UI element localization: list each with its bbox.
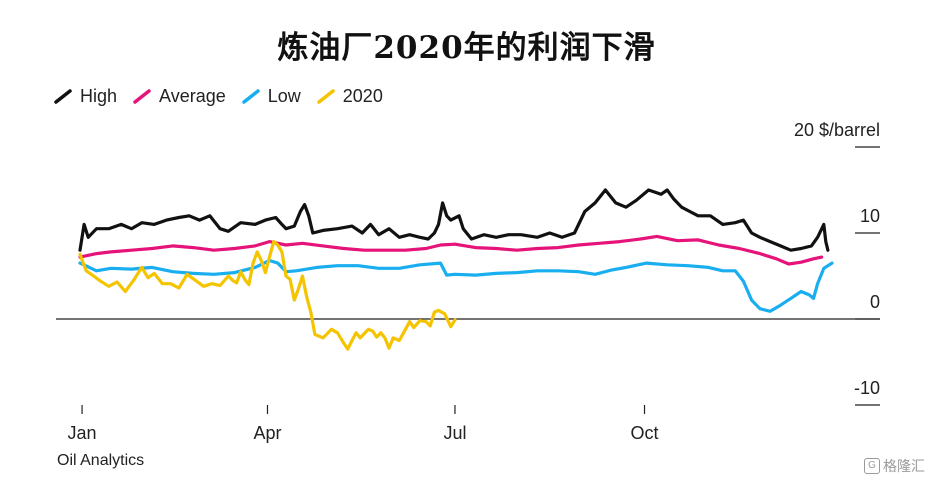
series-line-high [78, 188, 830, 252]
legend-item-2020: 2020 [317, 86, 383, 107]
legend: High Average Low 2020 [54, 84, 399, 108]
y-tick-label: 20 $/barrel [794, 120, 880, 140]
legend-item-average: Average [133, 86, 226, 107]
legend-item-high: High [54, 86, 117, 107]
legend-label-high: High [80, 85, 118, 106]
x-tick-label: Jan [68, 423, 97, 443]
legend-swatch-2020 [317, 89, 335, 104]
legend-label-2020: 2020 [342, 85, 383, 106]
legend-swatch-high [54, 89, 72, 104]
x-tick-label: Oct [631, 423, 659, 443]
chart-title: 炼油厂2020年的利润下滑 [277, 30, 656, 66]
x-tick-label: Jul [443, 423, 466, 443]
legend-swatch-low [242, 89, 260, 104]
series-line-2020 [78, 240, 457, 351]
y-tick-label: -10 [854, 378, 880, 398]
watermark: G 格隆汇 [864, 456, 925, 476]
source-note: Oil Analytics [57, 452, 145, 469]
legend-swatch-average [133, 89, 151, 104]
legend-label-average: Average [159, 85, 226, 106]
watermark-text: 格隆汇 [883, 458, 925, 474]
x-tick-label: Apr [253, 423, 281, 443]
series-line-low [78, 258, 834, 313]
legend-label-low: Low [267, 85, 301, 106]
y-tick-label: 0 [870, 292, 880, 312]
series-line-average [78, 234, 824, 266]
y-tick-label: 10 [860, 206, 880, 226]
watermark-logo-icon: G [864, 458, 880, 474]
legend-item-low: Low [242, 86, 301, 107]
